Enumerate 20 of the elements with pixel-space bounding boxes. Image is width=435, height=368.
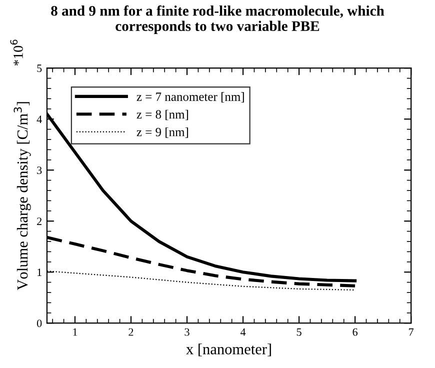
chart-title: 8 and 9 nm for a finite rod-like macromolecule, which corresponds to two variable PBE <box>51 5 384 34</box>
y-tick-label: 1 <box>38 268 42 276</box>
y-axis-title: Volume charge density [C/m$^{3}$] <box>14 102 31 290</box>
y-tick-label: 5 <box>37 64 42 72</box>
legend-label: z = 9 [nm] <box>136 127 188 138</box>
y-tick-label: 4 <box>36 116 42 123</box>
x-tick-label: 3 <box>184 328 190 336</box>
x-tick-label: 5 <box>296 328 302 336</box>
x-tick-label: 6 <box>352 328 358 336</box>
y-tick-label: 3 <box>37 166 42 174</box>
legend-label: z = 8 [nm] <box>136 110 188 120</box>
x-tick-label: 7 <box>409 328 414 336</box>
x-tick-label: 4 <box>240 328 246 336</box>
y-tick-label: 2 <box>37 218 42 225</box>
legend-label: z = 7 nanometer [nm] <box>136 92 244 103</box>
text: *10$^{6}$ <box>10 40 23 66</box>
y-tick-label: 0 <box>36 320 42 328</box>
x-tick-label: 1 <box>73 328 78 336</box>
x-tick-label: 2 <box>128 328 134 336</box>
x-axis-title: x [nanometer] <box>186 344 271 356</box>
